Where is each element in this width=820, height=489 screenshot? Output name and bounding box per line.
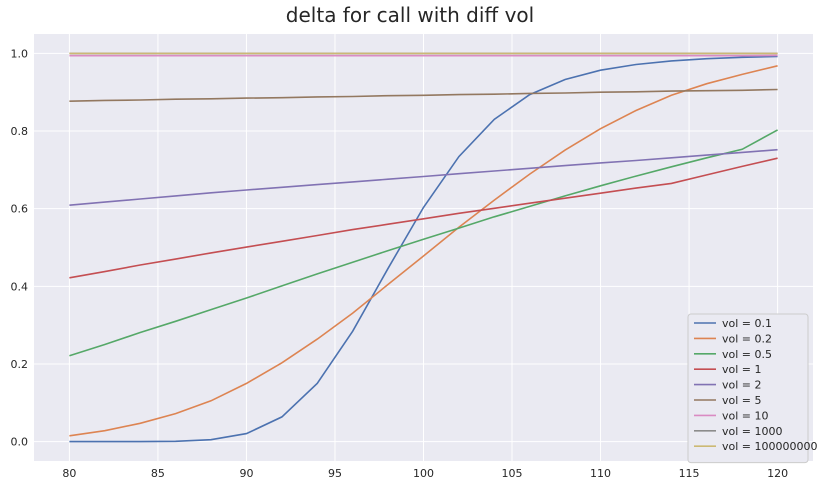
- x-tick-label: 115: [679, 467, 700, 480]
- x-tick-label: 80: [62, 467, 76, 480]
- series-line-2: [69, 129, 778, 357]
- series-line-5: [69, 88, 778, 102]
- x-tick-label: 95: [328, 467, 342, 480]
- y-tick-label: 0.4: [11, 280, 29, 293]
- legend-label: vol = 1: [722, 363, 762, 376]
- legend-label: vol = 5: [722, 394, 762, 407]
- legend-label: vol = 0.5: [722, 348, 772, 361]
- y-tick-label: 0.8: [11, 125, 29, 138]
- y-tick-label: 1.0: [11, 47, 29, 60]
- series-lines: [69, 52, 778, 443]
- x-tick-label: 90: [239, 467, 253, 480]
- legend-label: vol = 2: [722, 379, 762, 392]
- y-tick-label: 0.2: [11, 358, 29, 371]
- legend-label: vol = 10: [722, 409, 769, 422]
- legend-label: vol = 1000: [722, 425, 783, 438]
- series-line-0: [69, 55, 778, 443]
- x-tick-label: 85: [151, 467, 165, 480]
- x-tick-label: 120: [767, 467, 788, 480]
- series-line-4: [69, 148, 778, 206]
- series-line-3: [69, 157, 778, 279]
- legend-label: vol = 100000000: [722, 440, 818, 453]
- chart-title: delta for call with diff vol: [286, 3, 534, 27]
- y-tick-label: 0.0: [11, 436, 29, 449]
- legend-box: [687, 313, 809, 464]
- x-tick-label: 105: [502, 467, 523, 480]
- legend-label: vol = 0.2: [722, 332, 772, 345]
- x-tick-label: 110: [590, 467, 611, 480]
- y-tick-label: 0.6: [11, 203, 29, 216]
- tick-labels: 80 85 90 95 100 105 110 115 120 0.0 0.2 0.4 0.6 0.8 1.…: [11, 47, 789, 480]
- x-tick-label: 100: [413, 467, 434, 480]
- legend-label: vol = 0.1: [722, 317, 772, 330]
- series-line-1: [69, 65, 778, 437]
- legend: vol = 0.1 vol = 0.2 vol = 0.5 vol = 1 vol = …: [687, 313, 818, 464]
